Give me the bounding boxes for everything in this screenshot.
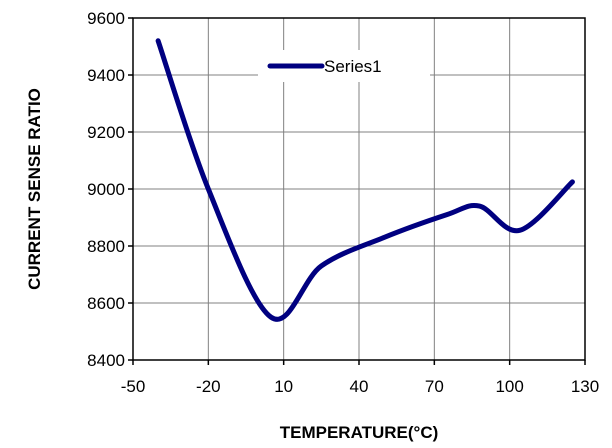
series-layer [155,38,575,322]
x-tick-label: 100 [495,377,523,396]
y-tick-label: 9400 [87,66,125,85]
x-tick-label: -20 [196,377,221,396]
y-tick-label: 8400 [87,351,125,370]
x-tick-label: 130 [571,377,599,396]
x-tick-label: 10 [274,377,293,396]
series-line [155,38,575,322]
legend-label: Series1 [324,57,382,76]
y-tick-label: 9600 [87,9,125,28]
y-axis-ticks: 8400 8600 8800 9000 9200 9400 9600 [87,9,133,370]
x-axis-ticks: -50 -20 10 40 70 100 130 [121,360,599,396]
x-tick-label: 70 [425,377,444,396]
x-tick-label: 40 [350,377,369,396]
y-axis-title: CURRENT SENSE RATIO [25,88,44,290]
x-tick-label: -50 [121,377,146,396]
x-axis-title: TEMPERATURE(°C) [280,423,439,442]
legend: Series1 [258,50,430,82]
y-tick-label: 8600 [87,294,125,313]
y-tick-label: 9000 [87,180,125,199]
y-tick-label: 8800 [87,237,125,256]
y-tick-label: 9200 [87,123,125,142]
